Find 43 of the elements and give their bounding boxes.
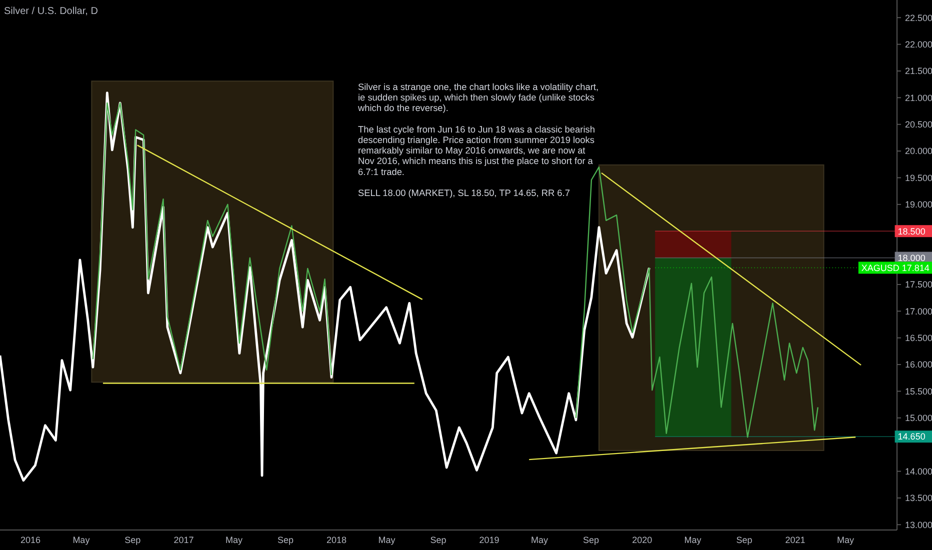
- x-tick-label: 2016: [20, 535, 41, 545]
- y-tick-label: 15.500: [905, 386, 932, 396]
- y-tick-label: 19.500: [905, 172, 932, 183]
- y-tick-label: 22.500: [905, 12, 932, 23]
- y-tick-label: 14.000: [905, 466, 932, 476]
- text: Silver / U.S. Dollar, D: [4, 6, 98, 17]
- ref-line-label: 14.650: [898, 432, 926, 442]
- annotation: SELL 18.00 (MARKET), SL 18.50, TP 14.65, RR 6.7: [358, 188, 570, 198]
- y-tick-label: 15.000: [905, 413, 932, 424]
- x-tick-label: May: [378, 535, 396, 545]
- y-tick-label: 21.000: [905, 92, 932, 103]
- x-tick-label: May: [837, 535, 855, 545]
- annotation: Silver is a strange one, the chart looks like a volatility chart, ie sudden spikes up, which then slowly fade (unlike stocks which do the reverse).: [357, 82, 599, 114]
- x-tick-label: Sep: [736, 535, 752, 545]
- ref-line-label: XAGUSD 17.814: [861, 262, 930, 273]
- y-tick-label: 13.000: [905, 520, 932, 530]
- x-tick-label: May: [225, 535, 243, 545]
- y-tick-label: 22.000: [905, 39, 932, 50]
- x-tick-label: 2021: [785, 535, 806, 545]
- x-tick-label: 2020: [632, 535, 652, 545]
- y-tick-label: 16.500: [905, 333, 932, 344]
- x-tick-label: 2017: [174, 535, 194, 545]
- y-tick-label: 13.500: [905, 493, 932, 504]
- x-tick-label: Sep: [124, 535, 141, 545]
- y-tick-label: 20.500: [905, 120, 932, 130]
- y-tick-label: 17.500: [905, 280, 932, 290]
- line-series: [0, 92, 650, 482]
- y-tick-label: 16.000: [905, 360, 932, 370]
- y-tick-label: 20.000: [905, 146, 932, 156]
- x-tick-label: Sep: [583, 535, 600, 545]
- ref-line-label: 18.500: [898, 226, 926, 236]
- y-tick-label: 17.000: [905, 306, 932, 316]
- x-tick-label: 2019: [479, 535, 500, 545]
- x-tick-label: Sep: [277, 535, 294, 545]
- x-tick-label: May: [72, 535, 90, 545]
- y-tick-label: 19.000: [905, 200, 932, 210]
- x-tick-label: May: [684, 535, 702, 545]
- x-tick-label: Sep: [430, 535, 446, 545]
- x-tick-label: May: [531, 535, 549, 545]
- ref-line-label: 18.000: [898, 252, 926, 263]
- x-tick-label: 2018: [326, 535, 347, 545]
- y-tick-label: 21.500: [905, 66, 932, 76]
- annotation: The last cycle from Jun 16 to Jun 18 was a classic bearish descending triangle. Price action from summer 2019 looks remarkably similar to May 2016 onwards, we are now at Nov 2016, which means this is just the place to short for a 6.7:1 trade.: [358, 124, 595, 177]
